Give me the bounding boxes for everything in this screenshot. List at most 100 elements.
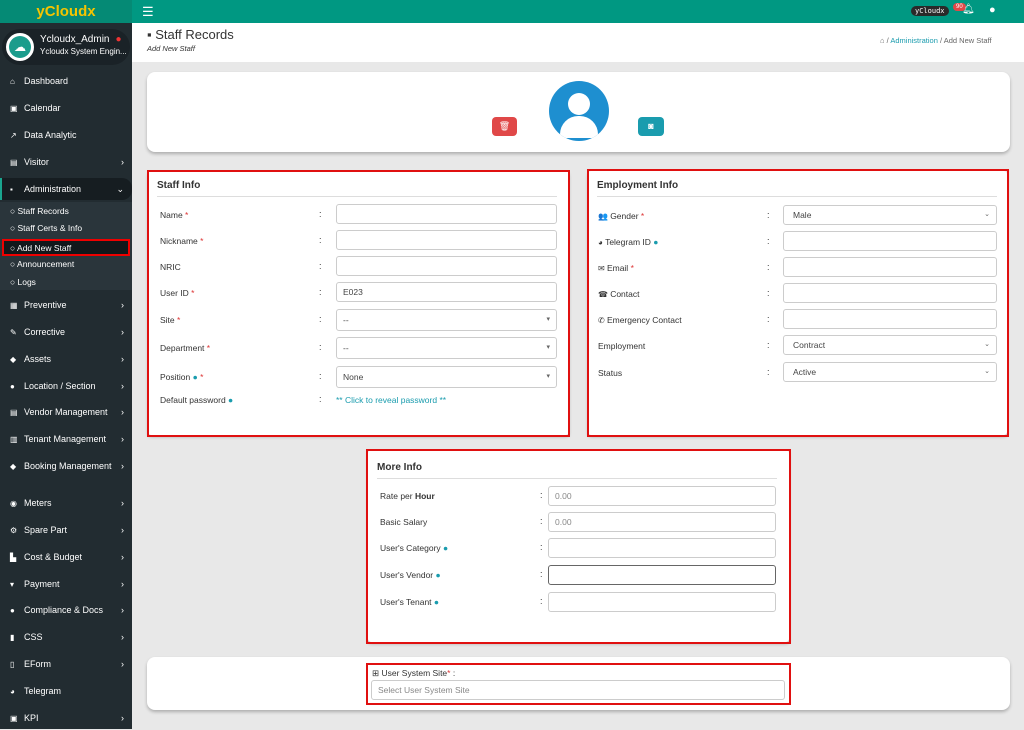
profile-photo-placeholder [549, 81, 609, 141]
field-label-status: Status [598, 368, 622, 378]
label-text: Status [598, 368, 623, 378]
user-id-input[interactable]: E023 [336, 282, 557, 302]
field-label-basic-salary: Basic Salary [380, 517, 427, 527]
chevron-right-icon: › [121, 659, 124, 669]
emergency-contact-input[interactable] [783, 309, 997, 329]
info-icon: ● [431, 597, 440, 607]
sidebar-item-css[interactable]: ▮ CSS › [0, 626, 132, 648]
sidebar-item-data-analytic[interactable]: ↗ Data Analytic [0, 124, 132, 146]
sidebar-item-dashboard[interactable]: ⌂ Dashboard [0, 70, 132, 92]
label-text: User ID [160, 288, 189, 298]
sidebar-item-meters[interactable]: ◉ Meters › [0, 492, 132, 514]
sidebar-item-spare-part[interactable]: ⚙ Spare Part › [0, 519, 132, 541]
sidebar-item-payment[interactable]: ▾ Payment › [0, 573, 132, 595]
field-value: Active [793, 367, 817, 377]
user-s-tenant-input[interactable] [548, 592, 776, 612]
user-s-vendor-input[interactable] [548, 565, 776, 585]
caret-down-icon: ▾ [546, 344, 550, 351]
user-system-site-select[interactable]: Select User System Site [371, 680, 785, 700]
reveal-password-link[interactable]: ** Click to reveal password ** [336, 395, 447, 405]
sidebar-item-booking-management[interactable]: ◆ Booking Management › [0, 455, 132, 477]
sidebar-item-location-section[interactable]: ● Location / Section › [0, 375, 132, 397]
rate-per-input[interactable]: 0.00 [548, 486, 776, 506]
submenu-item-add-new-staff[interactable]: ○ Add New Staff [2, 239, 130, 256]
bar-chart-icon: ▙ [10, 553, 17, 562]
field-label-user-s-category: User's Category ● [380, 543, 448, 553]
field-label-gender: 👥 Gender * [598, 211, 644, 221]
breadcrumb-administration[interactable]: Administration [890, 36, 938, 45]
home-icon: ⌂ [10, 77, 15, 86]
submenu-item-staff-certs-info[interactable]: ○ Staff Certs & Info [10, 223, 82, 233]
sidebar-item-calendar[interactable]: ▣ Calendar [0, 97, 132, 119]
info-icon: ● [440, 543, 449, 553]
sidebar-item-administration[interactable]: ▪ Administration ⌄ [0, 178, 132, 200]
user-menu-icon[interactable]: ● [989, 4, 996, 16]
sidebar-item-preventive[interactable]: ▦ Preventive › [0, 294, 132, 316]
field-label-user-s-tenant: User's Tenant ● [380, 597, 439, 607]
submenu-item-staff-records[interactable]: ○ Staff Records [10, 206, 69, 216]
sidebar-item-assets[interactable]: ◆ Assets › [0, 348, 132, 370]
label-text: Contact [610, 289, 640, 299]
employment-dropdown[interactable]: Contract ⌄ [783, 335, 997, 355]
contact-input[interactable] [783, 283, 997, 303]
sidebar-item-vendor-management[interactable]: ▤ Vendor Management › [0, 401, 132, 423]
home-icon[interactable]: ⌂ [880, 36, 885, 45]
position-select[interactable]: None ▾ [336, 366, 557, 388]
sidebar-item-telegram[interactable]: ◕ Telegram [0, 680, 132, 702]
field-label-default-password: Default password ● [160, 395, 233, 405]
chart-line-icon: ↗ [10, 131, 17, 140]
caret-down-icon: ▾ [546, 316, 550, 323]
site-select[interactable]: -- ▾ [336, 309, 557, 331]
users-icon: 👥 [598, 212, 611, 221]
sidebar-item-label: Compliance & Docs [24, 605, 104, 615]
label-text: Telegram ID [605, 237, 651, 247]
label-text: Position [160, 372, 191, 382]
colon: : [767, 210, 770, 220]
app-logo[interactable]: yCloudx [0, 0, 132, 23]
submenu-item-announcement[interactable]: ○ Announcement [10, 259, 74, 269]
status-dropdown[interactable]: Active ⌄ [783, 362, 997, 382]
submenu-item-logs[interactable]: ○ Logs [10, 277, 36, 287]
delete-photo-button[interactable]: 🗑︎ [492, 117, 517, 136]
colon: : [767, 288, 770, 298]
telegram-id-input[interactable] [783, 231, 997, 251]
upload-photo-button[interactable]: ◙ [638, 117, 664, 136]
sidebar-item-kpi[interactable]: ▣ KPI › [0, 707, 132, 729]
field-label-site: Site * [160, 315, 180, 325]
system-site-label: User System Site [381, 668, 448, 678]
department-select[interactable]: -- ▾ [336, 337, 557, 359]
sidebar-item-label: Spare Part [24, 525, 68, 535]
colon: : [767, 262, 770, 272]
notification-badge[interactable]: 90 [953, 3, 966, 11]
circle-icon: ○ [10, 243, 18, 253]
sidebar-item-cost-budget[interactable]: ▙ Cost & Budget › [0, 546, 132, 568]
chevron-down-icon: ⌄ [984, 341, 990, 348]
hamburger-menu-icon[interactable]: ☰ [142, 4, 154, 19]
sidebar-item-eform[interactable]: ▯ EForm › [0, 653, 132, 675]
user-s-category-input[interactable] [548, 538, 776, 558]
label-text: Site [160, 315, 175, 325]
sidebar-item-tenant-management[interactable]: ▥ Tenant Management › [0, 428, 132, 450]
email-input[interactable] [783, 257, 997, 277]
user-name: Ycloudx_Admin [40, 34, 110, 45]
nickname-input[interactable] [336, 230, 557, 250]
gender-dropdown[interactable]: Male ⌄ [783, 205, 997, 225]
field-label-department: Department * [160, 343, 210, 353]
submenu-label: Staff Records [17, 206, 69, 216]
placeholder: 0.00 [555, 491, 572, 501]
sidebar-item-label: Vendor Management [24, 407, 108, 417]
bell-icon[interactable]: 🔔︎ [962, 4, 975, 15]
nric-input[interactable] [336, 256, 557, 276]
sidebar-item-visitor[interactable]: ▤ Visitor › [0, 151, 132, 173]
name-input[interactable] [336, 204, 557, 224]
sidebar-item-corrective[interactable]: ✎ Corrective › [0, 321, 132, 343]
caret-down-icon: ▾ [546, 373, 550, 380]
submenu-label: Logs [17, 277, 36, 287]
chevron-down-icon: ⌄ [984, 368, 990, 375]
sidebar-item-compliance-docs[interactable]: ● Compliance & Docs › [0, 599, 132, 621]
sidebar-item-label: Calendar [24, 103, 61, 113]
colon: : [540, 542, 543, 552]
field-label-email: ✉ Email * [598, 263, 634, 273]
system-site-highlight [366, 663, 791, 705]
basic-salary-input[interactable]: 0.00 [548, 512, 776, 532]
